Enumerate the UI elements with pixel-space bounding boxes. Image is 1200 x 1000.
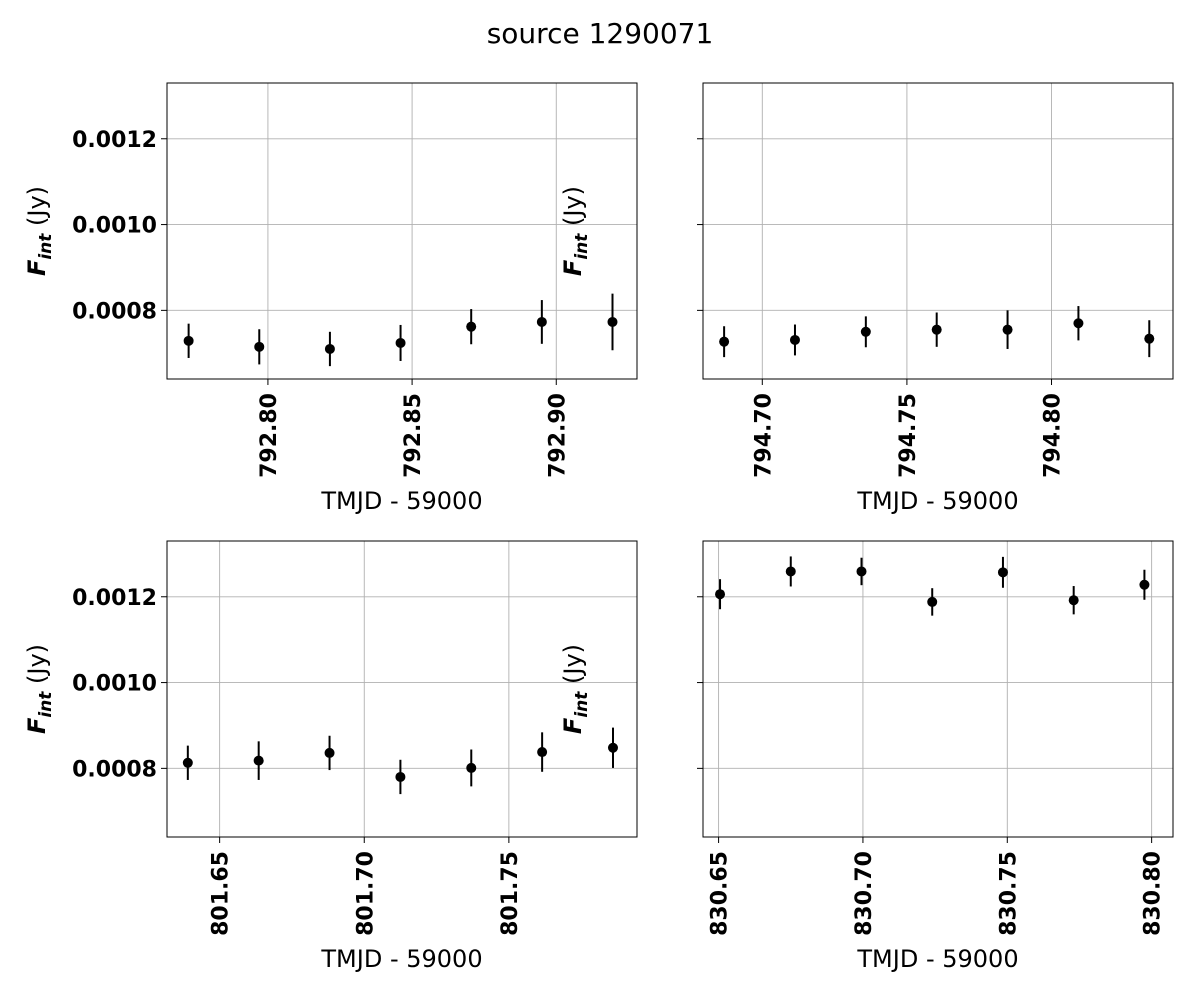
data-point [183, 335, 194, 346]
y-tick-label: 0.0010 [72, 214, 157, 239]
data-point [537, 747, 548, 758]
y-axis-label: Fint (Jy) [23, 644, 56, 734]
data-point [1139, 579, 1150, 590]
y-axis-label-symbol: F [559, 259, 587, 276]
data-point [324, 343, 335, 354]
axes-frame [702, 540, 1174, 838]
data-point [997, 567, 1008, 578]
panel-top-left: 792.80 792.85 792.90 0.0008 0.0010 0.0012 TMJD… [23, 82, 638, 515]
y-axis-label-unit: (Jy) [23, 644, 51, 692]
data-point [536, 316, 547, 327]
data-point [1073, 318, 1084, 329]
y-axis-label-unit: (Jy) [559, 186, 587, 234]
y-axis-label: Fint (Jy) [559, 186, 592, 276]
panel-top-right: 794.70 794.75 794.80 TMJD - 59000 Fint (Jy) [559, 82, 1174, 515]
x-axis-label: TMJD - 59000 [856, 487, 1018, 515]
data-point [719, 336, 730, 347]
data-point [927, 596, 938, 607]
y-tick-label: 0.0010 [72, 672, 157, 697]
x-tick-label: 830.65 [708, 851, 733, 936]
data-point [931, 324, 942, 335]
data-point [715, 589, 726, 600]
panel-bottom-left: 801.65 801.70 801.75 0.0008 0.0010 0.0012 TMJD… [23, 540, 638, 973]
y-tick-label: 0.0008 [72, 299, 157, 324]
y-axis-label-symbol: F [23, 717, 51, 734]
data-point [607, 316, 618, 327]
y-axis-label: Fint (Jy) [23, 186, 56, 276]
x-tick-label: 801.65 [209, 851, 234, 936]
y-axis-label-subscript: int [36, 233, 56, 260]
y-axis-label-unit: (Jy) [559, 644, 587, 692]
axes-frame [166, 540, 638, 838]
data-point [785, 566, 796, 577]
data-point [466, 762, 477, 773]
x-tick-label: 830.70 [852, 851, 877, 936]
data-point [1144, 333, 1155, 344]
data-point [1068, 595, 1079, 606]
data-point [395, 771, 406, 782]
x-tick-label: 792.80 [257, 393, 282, 478]
y-axis-label-symbol: F [559, 717, 587, 734]
panel-bottom-right: 830.65 830.70 830.75 830.80 TMJD - 59000 Fint… [559, 540, 1174, 973]
x-tick-label: 830.75 [996, 851, 1021, 936]
y-axis-label-subscript: int [572, 233, 592, 260]
y-axis-label-subscript: int [572, 691, 592, 718]
data-point [466, 321, 477, 332]
x-tick-label: 792.85 [401, 393, 426, 478]
data-point [324, 747, 335, 758]
y-tick-label: 0.0012 [72, 586, 157, 611]
y-axis-label: Fint (Jy) [559, 644, 592, 734]
data-point [789, 334, 800, 345]
y-tick-label: 0.0012 [72, 128, 157, 153]
y-axis-label-unit: (Jy) [23, 186, 51, 234]
x-axis-label: TMJD - 59000 [856, 945, 1018, 973]
data-point [1002, 324, 1013, 335]
data-point [253, 755, 264, 766]
x-tick-label: 794.80 [1041, 393, 1066, 478]
axes-frame [702, 82, 1174, 380]
x-tick-label: 794.75 [896, 393, 921, 478]
x-tick-label: 792.90 [545, 393, 570, 478]
y-axis-label-symbol: F [23, 259, 51, 276]
panels: 792.80 792.85 792.90 0.0008 0.0010 0.0012 TMJD… [23, 82, 1174, 973]
x-axis-label: TMJD - 59000 [320, 945, 482, 973]
x-tick-label: 801.75 [498, 851, 523, 936]
data-point [856, 566, 867, 577]
data-point [607, 742, 618, 753]
y-axis-label-subscript: int [36, 691, 56, 718]
y-tick-label: 0.0008 [72, 757, 157, 782]
data-point [860, 326, 871, 337]
data-point [395, 337, 406, 348]
data-point [254, 341, 265, 352]
x-tick-label: 830.80 [1141, 851, 1166, 936]
x-axis-label: TMJD - 59000 [320, 487, 482, 515]
data-point [182, 757, 193, 768]
x-tick-label: 794.70 [751, 393, 776, 478]
x-tick-label: 801.70 [353, 851, 378, 936]
figure-title: source 1290071 [487, 17, 714, 50]
axes-frame [166, 82, 638, 380]
